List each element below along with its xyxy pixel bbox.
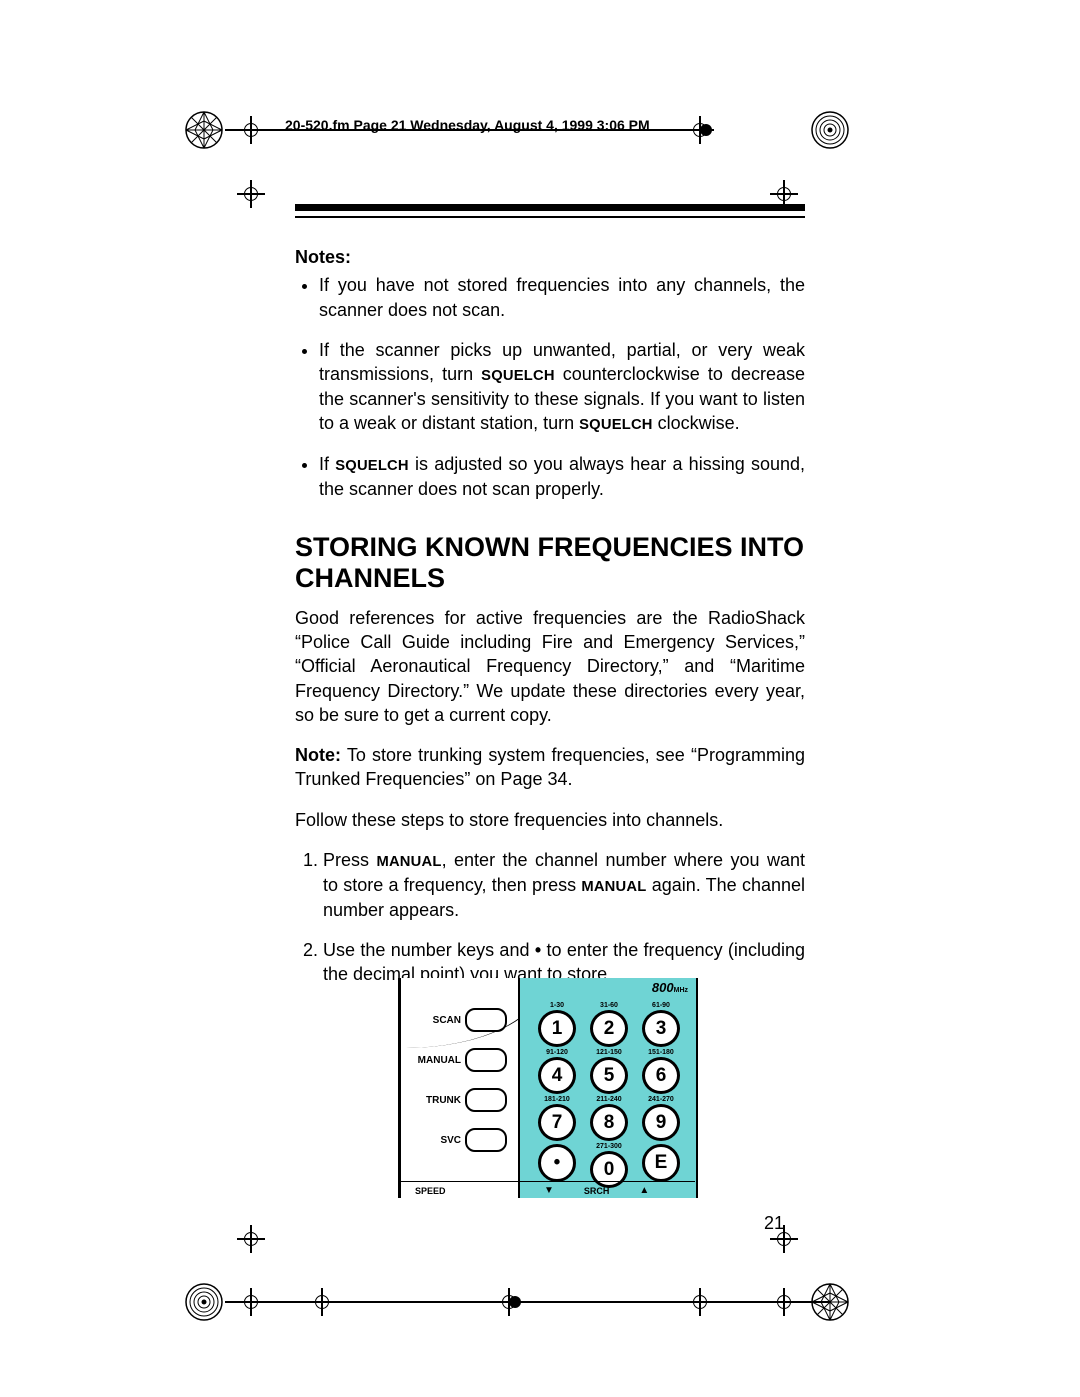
key-range: 91-120 [546,1049,568,1056]
up-arrow-icon: ▲ [615,1185,655,1196]
keypad-cell: 31-602 [585,1002,633,1047]
crosshair-icon [237,1225,265,1253]
keypad-cell: 181-2107 [533,1096,581,1141]
key-E[interactable]: E [642,1144,680,1182]
crosshair-icon [770,180,798,208]
scanner-bottom-row: SPEED ▼ SRCH ▲ [401,1181,695,1198]
key-7[interactable]: 7 [538,1104,576,1141]
content-column: Notes: If you have not stored frequencie… [295,245,805,1003]
key-dot[interactable]: • [538,1144,576,1182]
page: 20-520.fm Page 21 Wednesday, August 4, 1… [0,0,1080,1397]
reg-mark-icon [183,1281,225,1323]
scanner-illustration: SCAN MANUAL TRUNK SVC 800MHz 1-301 31-60… [398,978,698,1198]
badge-800: 800MHz [652,980,688,995]
manual-button[interactable] [465,1048,507,1072]
dot-icon [700,124,712,136]
key-6[interactable]: 6 [642,1057,680,1094]
side-label-svc: SVC [407,1135,465,1146]
thick-rule [295,204,805,211]
step-item: Press MANUAL, enter the channel number w… [323,848,805,922]
side-label-scan: SCAN [407,1015,465,1026]
note-item: If you have not stored frequencies into … [319,273,805,322]
paragraph-note: Note: To store trunking system frequenci… [295,743,805,792]
keypad-cell: 211-2408 [585,1096,633,1141]
keypad-cell: 1-301 [533,1002,581,1047]
note-item: If the scanner picks up unwanted, partia… [319,338,805,436]
thin-rule [295,216,805,218]
keypad-cell: 91-1204 [533,1049,581,1094]
key-range: 31-60 [600,1002,618,1009]
section-heading: STORING KNOWN FREQUENCIES INTO CHANNELS [295,532,805,594]
reg-mark-icon [809,109,851,151]
key-2[interactable]: 2 [590,1010,628,1047]
paragraph: Good references for active frequencies a… [295,606,805,727]
key-range: 1-30 [550,1002,564,1009]
notes-list: If you have not stored frequencies into … [295,273,805,501]
note-item: If SQUELCH is adjusted so you always hea… [319,452,805,501]
keypad-cell: 241-2709 [637,1096,685,1141]
key-range: 241-270 [648,1096,674,1103]
key-1[interactable]: 1 [538,1010,576,1047]
side-button-row: TRUNK [407,1086,507,1114]
side-label-manual: MANUAL [407,1055,465,1066]
key-range: 121-150 [596,1049,622,1056]
steps-list: Press MANUAL, enter the channel number w… [295,848,805,987]
key-3[interactable]: 3 [642,1010,680,1047]
side-button-row: SCAN [407,1006,507,1034]
crosshair-icon [770,1225,798,1253]
trunk-button[interactable] [465,1088,507,1112]
keypad: 1-301 31-602 61-903 91-1204 121-1505 151… [533,1002,685,1188]
down-arrow-icon: ▼ [538,1185,560,1196]
side-label-trunk: TRUNK [407,1095,465,1106]
side-button-row: SVC [407,1126,507,1154]
paragraph: Follow these steps to store frequencies … [295,808,805,832]
key-9[interactable]: 9 [642,1104,680,1141]
keypad-cell: 121-1505 [585,1049,633,1094]
header-info: 20-520.fm Page 21 Wednesday, August 4, 1… [285,117,650,133]
key-range: 151-180 [648,1049,674,1056]
side-button-row: MANUAL [407,1046,507,1074]
keypad-cell: 61-903 [637,1002,685,1047]
crosshair-icon [237,180,265,208]
reg-mark-icon [183,109,225,151]
footer-rule [225,1301,829,1303]
key-8[interactable]: 8 [590,1104,628,1141]
speed-label: SPEED [401,1186,538,1196]
key-5[interactable]: 5 [590,1057,628,1094]
scan-button[interactable] [465,1008,507,1032]
srch-label: SRCH [560,1186,616,1196]
key-4[interactable]: 4 [538,1057,576,1094]
keypad-area: 800MHz 1-301 31-602 61-903 91-1204 121-1… [520,978,696,1198]
key-range: 211-240 [596,1096,621,1103]
notes-heading: Notes: [295,245,805,269]
keypad-cell: 151-1806 [637,1049,685,1094]
key-range: 61-90 [652,1002,670,1009]
key-range: 181-210 [544,1096,570,1103]
svc-button[interactable] [465,1128,507,1152]
key-range: 271-300 [596,1143,622,1150]
